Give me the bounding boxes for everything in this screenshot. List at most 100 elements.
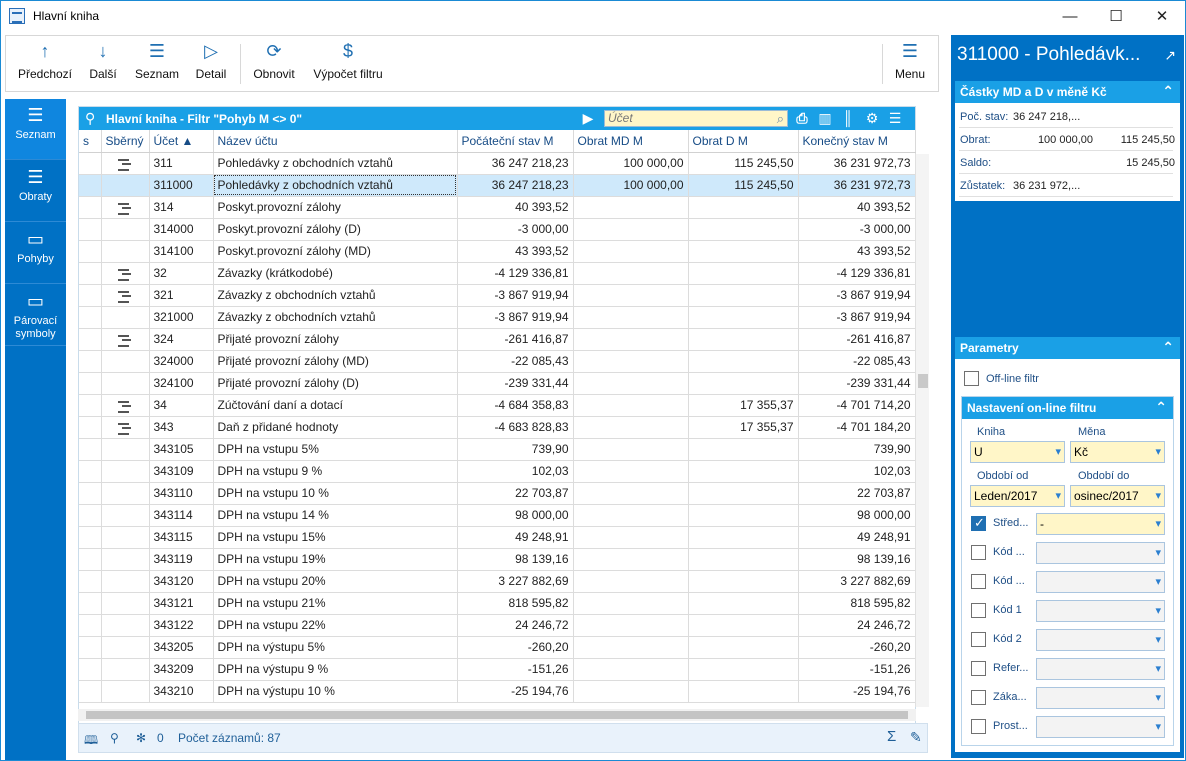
- sidebar-item-pairing-symbols[interactable]: ▭ Párovací symboly: [5, 285, 66, 346]
- table-row[interactable]: 314100 Poskyt.provozní zálohy (MD) 43 393,…: [79, 240, 916, 263]
- horizontal-scrollbar[interactable]: [78, 709, 916, 721]
- menu-icon[interactable]: ☰: [888, 110, 902, 126]
- book-select[interactable]: U ▾: [970, 441, 1065, 463]
- table-row[interactable]: 343210 DPH na výstupu 10 % -25 194,76 -25 1…: [79, 680, 916, 703]
- refresh-button[interactable]: ⟳ Obnovit: [249, 36, 299, 91]
- period-from-select[interactable]: Leden/2017 ▾: [970, 485, 1065, 507]
- column-account-name[interactable]: Název účtu: [213, 130, 458, 153]
- chart-icon[interactable]: ▥: [818, 110, 832, 126]
- column-s[interactable]: s: [79, 130, 102, 153]
- sidebar-item-list[interactable]: ☰ Seznam: [5, 99, 66, 160]
- close-icon[interactable]: ✕: [1155, 8, 1169, 25]
- table-row[interactable]: 343119 DPH na vstupu 19% 98 139,16 98 139,1…: [79, 548, 916, 571]
- next-button[interactable]: ↓ Další: [88, 36, 118, 91]
- toolbar: ↑ Předchozí ↓ Další ☰ Seznam ▷ Detail ⟳ Obnov…: [5, 35, 939, 92]
- list-button[interactable]: ☰ Seznam: [132, 36, 182, 91]
- detail-button[interactable]: ▷ Detail: [193, 36, 229, 91]
- table-row[interactable]: 311000 Pohledávky z obchodních vztahů 36 2…: [79, 174, 916, 197]
- currency-select[interactable]: Kč ▾: [1070, 441, 1165, 463]
- filter-select[interactable]: ▾: [1036, 571, 1165, 593]
- minimize-icon[interactable]: —: [1062, 7, 1078, 25]
- external-link-icon[interactable]: ↗: [1164, 47, 1176, 63]
- parameters-title: Parametry: [960, 341, 1019, 355]
- cell-account: 324100: [149, 372, 214, 395]
- column-credit[interactable]: Obrat D M: [688, 130, 799, 153]
- column-closing[interactable]: Konečný stav M: [798, 130, 916, 153]
- filter-checkbox[interactable]: [971, 719, 986, 734]
- vertical-scroll-thumb[interactable]: [918, 374, 928, 388]
- table-row[interactable]: 343115 DPH na vstupu 15% 49 248,91 49 248,9…: [79, 526, 916, 549]
- cell-credit: [688, 262, 799, 285]
- column-account[interactable]: Účet ▲: [149, 130, 214, 153]
- print-icon[interactable]: ⎙: [796, 110, 808, 126]
- filter-select[interactable]: ▾: [1036, 600, 1165, 622]
- table-row[interactable]: 311 Pohledávky z obchodních vztahů 36 247 …: [79, 152, 916, 175]
- table-row[interactable]: 314 Poskyt.provozní zálohy 40 393,52 40 393…: [79, 196, 916, 219]
- amount-left-value: 100 000,00: [1037, 134, 1093, 146]
- table-row[interactable]: 343205 DPH na výstupu 5% -260,20 -260,20: [79, 636, 916, 659]
- calc-filter-icon: $: [342, 41, 353, 61]
- filter-checkbox[interactable]: [971, 690, 986, 705]
- cell-account-name: DPH na vstupu 9 %: [213, 460, 458, 483]
- calc-filter-label: Výpočet filtru: [313, 67, 383, 81]
- filter-checkbox[interactable]: [971, 661, 986, 676]
- account-search-input[interactable]: Účet ⌕: [604, 110, 788, 127]
- previous-button[interactable]: ↑ Předchozí: [14, 36, 76, 91]
- table-row[interactable]: 343105 DPH na vstupu 5% 739,90 739,90: [79, 438, 916, 461]
- filter-select[interactable]: - ▾: [1036, 513, 1165, 535]
- column-debit[interactable]: Obrat MD M: [573, 130, 689, 153]
- filter-select[interactable]: ▾: [1036, 687, 1165, 709]
- sidebar-item-turnovers[interactable]: ☰ Obraty: [5, 161, 66, 222]
- table-row[interactable]: 343209 DPH na výstupu 9 % -151,26 -151,26: [79, 658, 916, 681]
- snowflake-icon[interactable]: ✻: [136, 731, 147, 745]
- offline-filter-checkbox[interactable]: [964, 371, 979, 386]
- sum-icon[interactable]: Σ: [887, 728, 897, 745]
- table-row[interactable]: 34 Zúčtování daní a dotací -4 684 358,83 17…: [79, 394, 916, 417]
- horizontal-scroll-thumb[interactable]: [86, 711, 908, 719]
- cell-credit: [688, 592, 799, 615]
- table-row[interactable]: 343121 DPH na vstupu 21% 818 595,82 818 595…: [79, 592, 916, 615]
- filter-checkbox[interactable]: [971, 632, 986, 647]
- play-icon[interactable]: ▶: [582, 110, 594, 126]
- chevron-up-icon[interactable]: ⌃: [1155, 399, 1167, 415]
- filter-select[interactable]: ▾: [1036, 716, 1165, 738]
- filter-checkbox[interactable]: [971, 574, 986, 589]
- maximize-icon[interactable]: ☐: [1109, 8, 1123, 25]
- filter-select[interactable]: ▾: [1036, 658, 1165, 680]
- table-row[interactable]: 343 Daň z přidané hodnoty -4 683 828,83 17 …: [79, 416, 916, 439]
- chevron-up-icon[interactable]: ⌃: [1162, 83, 1174, 99]
- table-row[interactable]: 343114 DPH na vstupu 14 % 98 000,00 98 000,…: [79, 504, 916, 527]
- pencil-icon[interactable]: ✎: [910, 729, 922, 745]
- chevron-up-icon[interactable]: ⌃: [1162, 339, 1174, 355]
- table-row[interactable]: 324000 Přijaté provozní zálohy (MD) -22 08…: [79, 350, 916, 373]
- sidebar-item-movements[interactable]: ▭ Pohyby: [5, 223, 66, 284]
- book-icon[interactable]: 🕮: [84, 733, 99, 747]
- gear-icon[interactable]: ⚙: [865, 110, 879, 126]
- calc-filter-button[interactable]: $ Výpočet filtru: [310, 36, 386, 91]
- period-to-select[interactable]: osinec/2017 ▾: [1070, 485, 1165, 507]
- filter-select[interactable]: ▾: [1036, 542, 1165, 564]
- table-row[interactable]: 321 Závazky z obchodních vztahů -3 867 919…: [79, 284, 916, 307]
- filter-checkbox[interactable]: [971, 603, 986, 618]
- table-row[interactable]: 343110 DPH na vstupu 10 % 22 703,87 22 703,…: [79, 482, 916, 505]
- table-row[interactable]: 321000 Závazky z obchodních vztahů -3 867 …: [79, 306, 916, 329]
- table-row[interactable]: 324100 Přijaté provozní zálohy (D) -239 33…: [79, 372, 916, 395]
- filter-icon[interactable]: ⚲: [85, 110, 96, 126]
- table-row[interactable]: 314000 Poskyt.provozní zálohy (D) -3 000,0…: [79, 218, 916, 241]
- filter-select[interactable]: ▾: [1036, 629, 1165, 651]
- amount-label: Zůstatek:: [960, 180, 1006, 192]
- barcode-icon[interactable]: ║: [843, 110, 853, 126]
- table-row[interactable]: 343120 DPH na vstupu 20% 3 227 882,69 3 227…: [79, 570, 916, 593]
- menu-button[interactable]: ☰ Menu: [890, 36, 930, 91]
- table-row[interactable]: 343109 DPH na vstupu 9 % 102,03 102,03: [79, 460, 916, 483]
- vertical-scrollbar[interactable]: [915, 154, 929, 707]
- filter-checkbox[interactable]: [971, 545, 986, 560]
- table-row[interactable]: 324 Přijaté provozní zálohy -261 416,87 -26…: [79, 328, 916, 351]
- filter-checkbox[interactable]: [971, 515, 986, 531]
- table-row[interactable]: 32 Závazky (krátkodobé) -4 129 336,81 -4 12…: [79, 262, 916, 285]
- column-group[interactable]: Sběrný: [101, 130, 150, 153]
- filter-icon[interactable]: ⚲: [110, 731, 119, 745]
- cell-opening: 24 246,72: [457, 614, 574, 637]
- table-row[interactable]: 343122 DPH na vstupu 22% 24 246,72 24 246,7…: [79, 614, 916, 637]
- column-opening[interactable]: Počáteční stav M: [457, 130, 574, 153]
